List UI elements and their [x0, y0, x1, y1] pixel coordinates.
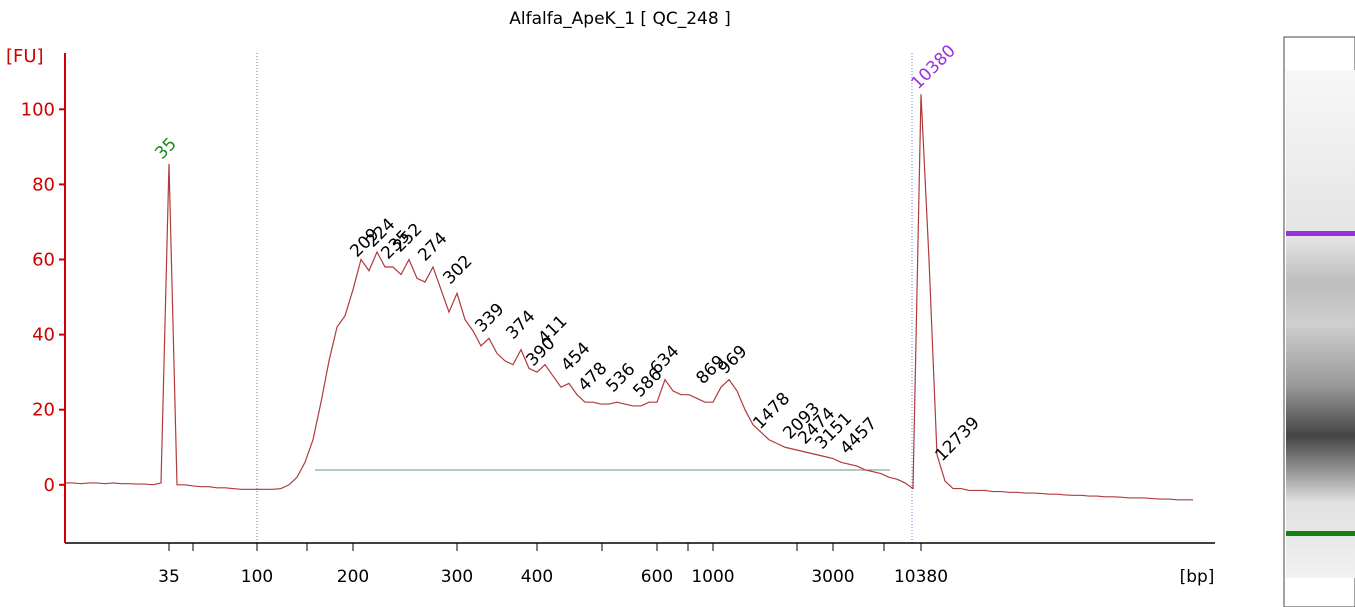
gel-lane: [1286, 70, 1355, 578]
gel-upper-marker: [1286, 231, 1355, 236]
x-tick-label: 200: [337, 567, 369, 587]
peak-label: 374: [502, 306, 539, 343]
peak-label: 302: [439, 251, 476, 288]
y-tick-label: 60: [32, 250, 55, 271]
y-tick-label: 20: [32, 400, 55, 421]
trace: [65, 94, 1193, 501]
x-tick-label: 600: [641, 567, 673, 587]
y-tick-label: 80: [32, 174, 55, 195]
x-tick-label: 1000: [691, 567, 734, 587]
x-tick-label: 3000: [811, 567, 854, 587]
x-tick-label: 400: [521, 567, 553, 587]
x-tick-label: 10380: [894, 567, 948, 587]
y-tick-label: 100: [21, 99, 55, 120]
y-tick-label: 40: [32, 325, 55, 346]
x-tick-label: 35: [158, 567, 180, 587]
x-tick-label: 100: [241, 567, 273, 587]
y-tick-label: 0: [44, 475, 55, 496]
x-tick-label: 300: [441, 567, 473, 587]
gel-lower-marker: [1286, 531, 1355, 536]
peak-label: 10380: [907, 41, 959, 93]
peak-label: 12739: [931, 413, 983, 465]
chart-title: Alfalfa_ApeK_1 [ QC_248 ]: [509, 9, 730, 29]
peak-label: 35: [151, 134, 180, 163]
y-axis-label: [FU]: [6, 46, 44, 67]
x-axis-label: [bp]: [1180, 567, 1215, 587]
